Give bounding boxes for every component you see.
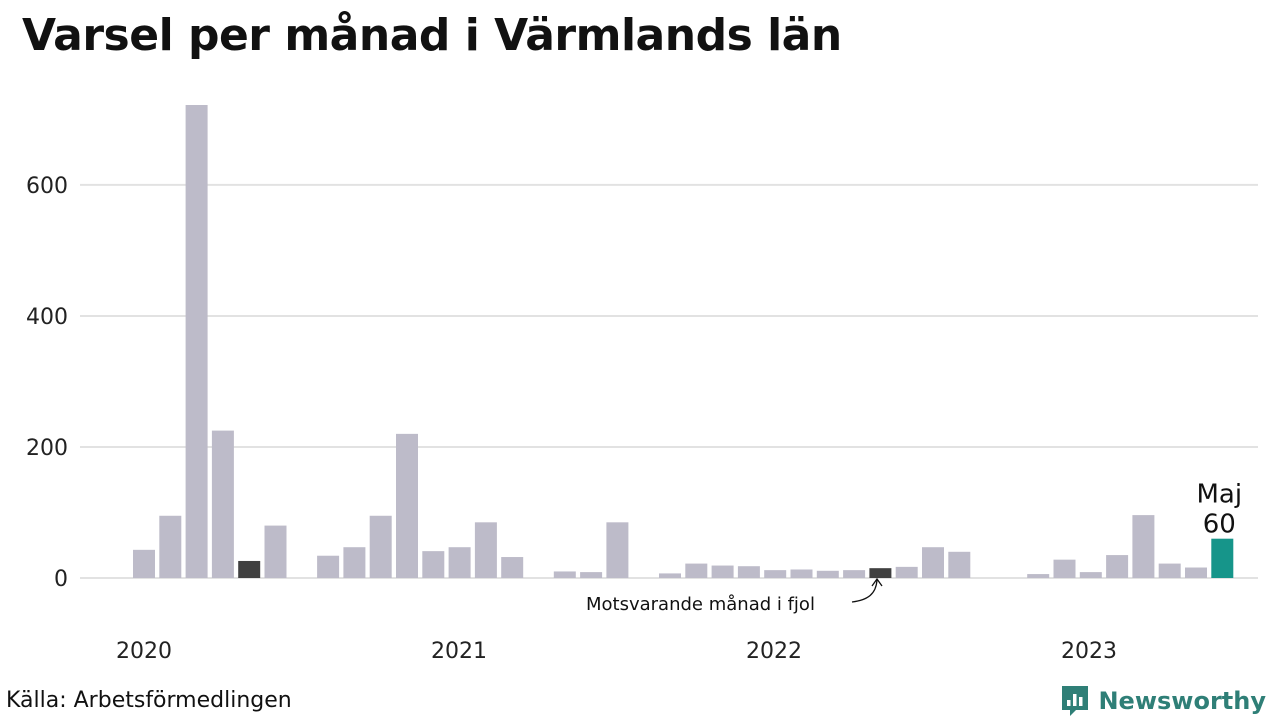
- source-credit: Källa: Arbetsförmedlingen: [6, 688, 292, 713]
- chart-logo-icon: [1062, 686, 1089, 716]
- y-tick-label-400: 400: [26, 305, 68, 330]
- y-tick-label-600: 600: [26, 174, 68, 199]
- bar-2020-2: [185, 105, 208, 578]
- bar-2021-7: [501, 557, 524, 578]
- newsworthy-logo: Newsworthy: [1060, 684, 1266, 718]
- bar-2023-1: [1027, 574, 1050, 578]
- bar-2022-10: [895, 566, 918, 578]
- year-label-2023: 2023: [1061, 639, 1117, 664]
- bar-2022-7: [816, 570, 839, 578]
- year-label-2021: 2021: [431, 639, 487, 664]
- bar-2023-2: [1053, 559, 1076, 578]
- y-tick-label-0: 0: [54, 567, 68, 592]
- bar-2020-1: [159, 515, 182, 578]
- bar-2022-11: [922, 547, 944, 578]
- bar-2022-1: [659, 573, 681, 578]
- brand-name: Newsworthy: [1098, 687, 1266, 715]
- chart-title: Varsel per månad i Värmlands län: [22, 10, 842, 61]
- bar-2021-2: [369, 515, 392, 578]
- bar-2023-3: [1079, 572, 1102, 578]
- annotation-arrow-line: [851, 579, 878, 603]
- bar-2020-5: [264, 525, 287, 578]
- bar-2021-4: [422, 551, 445, 578]
- bar-2023-8: [1211, 538, 1234, 578]
- bar-2023-4: [1106, 555, 1129, 578]
- bar-2023-5: [1132, 515, 1155, 578]
- y-axis-ticks: 0 200 400 600: [26, 174, 68, 592]
- bar-2023-7: [1185, 567, 1207, 578]
- gridlines: [80, 183, 1258, 579]
- bar-2022-4: [737, 566, 760, 578]
- year-label-2020: 2020: [116, 639, 172, 664]
- annotation-arrow-head: [871, 577, 883, 587]
- bars: [133, 105, 1234, 578]
- year-label-2022: 2022: [746, 639, 802, 664]
- bar-2022-2: [685, 563, 708, 578]
- highlight-month-label: Maj: [1197, 480, 1243, 510]
- bar-2022-9: [869, 568, 892, 578]
- bar-2020-0: [133, 549, 155, 578]
- bar-2023-6: [1158, 563, 1181, 578]
- bar-2022-3: [711, 565, 734, 578]
- bar-2021-11: [606, 522, 629, 578]
- bar-2021-3: [396, 433, 418, 578]
- highlight-value-label: 60: [1203, 510, 1236, 540]
- bar-2020-3: [211, 430, 234, 578]
- bar-2020-4: [238, 560, 261, 578]
- bar-2021-9: [553, 571, 576, 578]
- x-axis-year-labels: 2020 2021 2022 2023: [116, 639, 1117, 664]
- bar-2021-6: [474, 522, 497, 578]
- bar-2021-5: [448, 547, 471, 578]
- bar-2022-5: [764, 570, 787, 578]
- y-tick-label-200: 200: [26, 436, 68, 461]
- bar-2021-10: [580, 572, 603, 578]
- bar-2021-1: [343, 547, 366, 578]
- bar-2022-12: [948, 551, 971, 578]
- annotation-previous-year: Motsvarande månad i fjol: [586, 594, 815, 615]
- bar-2022-6: [790, 569, 813, 578]
- bar-2021-0: [317, 555, 340, 578]
- bar-2022-8: [843, 570, 866, 578]
